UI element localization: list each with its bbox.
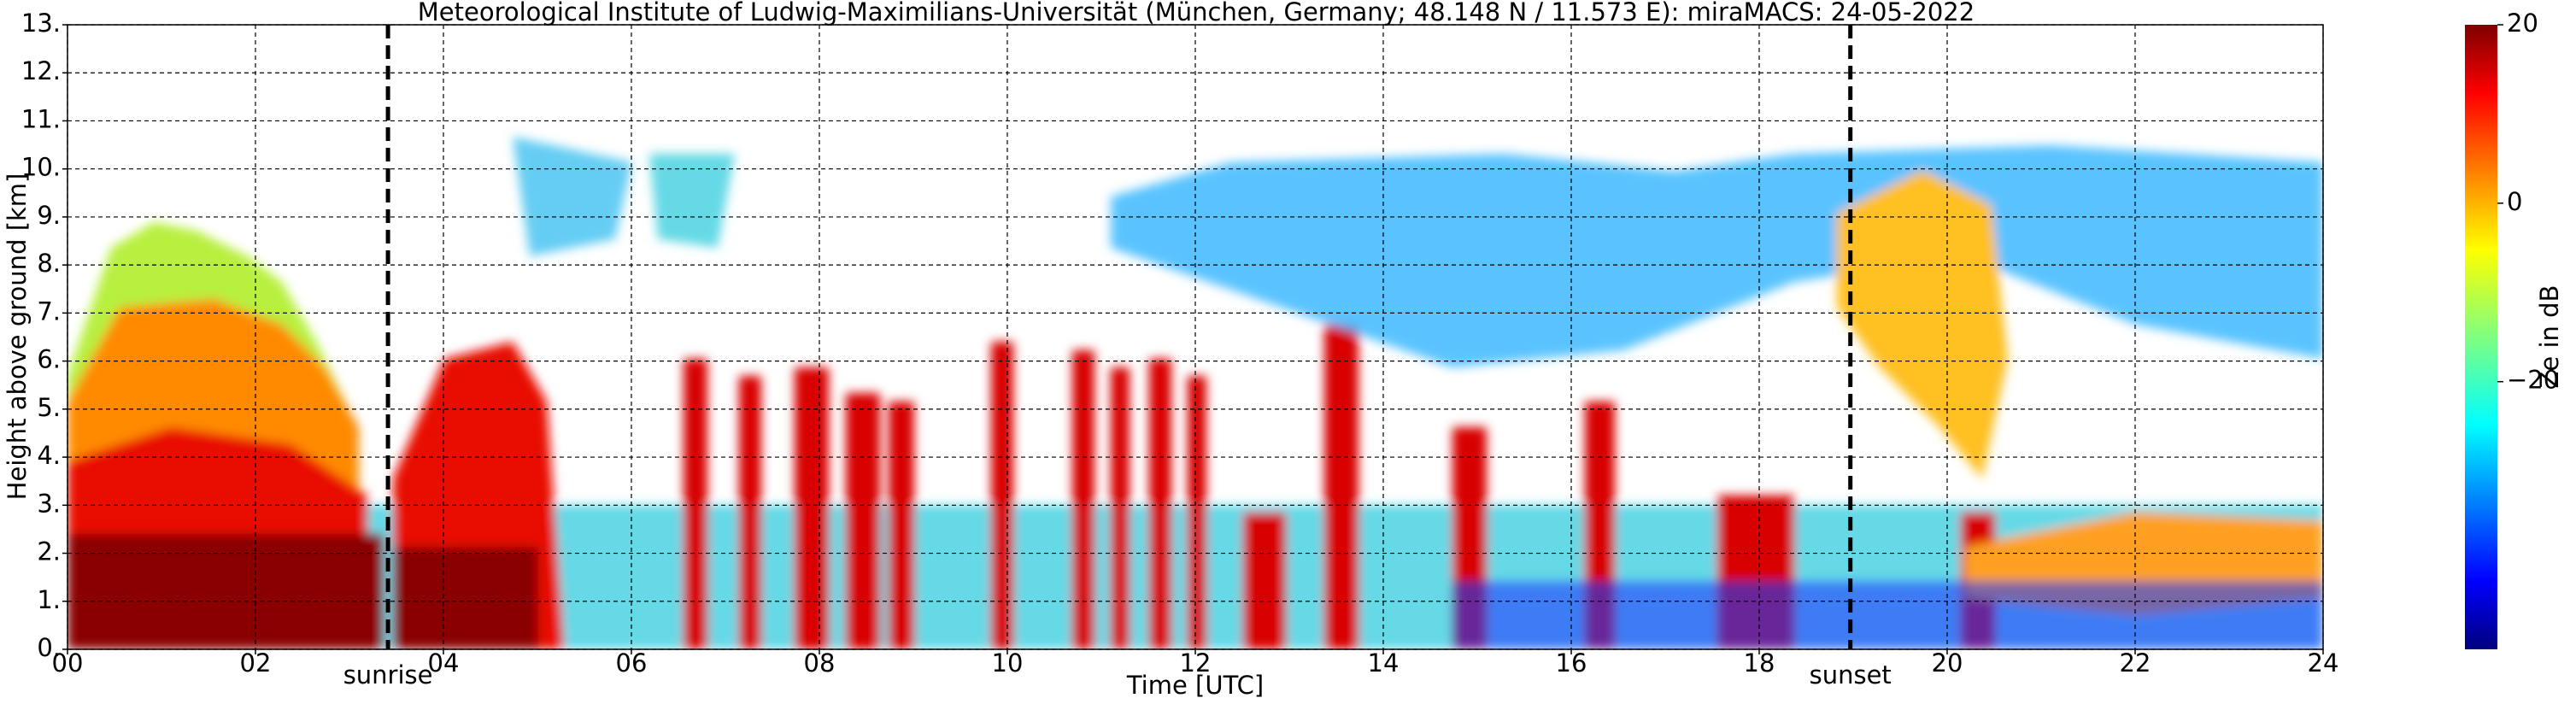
y-tick-label: 9. <box>37 201 61 230</box>
colorbar-tick-label: −20 <box>2507 366 2559 395</box>
reflectivity-field <box>67 137 2323 649</box>
y-tick-label: 4. <box>37 441 61 470</box>
annotation-label: sunrise <box>343 660 433 689</box>
echo-region <box>1452 581 2323 649</box>
y-tick-label: 13. <box>21 9 61 38</box>
y-tick-label: 2. <box>37 537 61 566</box>
colorbar <box>2465 25 2497 649</box>
echo-region <box>513 137 632 256</box>
chart-title: Meteorological Institute of Ludwig-Maxim… <box>418 0 1975 26</box>
y-tick-label: 3. <box>37 489 61 518</box>
echo-region <box>67 534 384 649</box>
y-tick-label: 12. <box>21 56 61 85</box>
y-tick-label: 8. <box>37 249 61 278</box>
echo-region <box>1111 145 2323 367</box>
x-axis-label: Time [UTC] <box>1126 671 1264 700</box>
convective-stripes <box>684 325 1995 649</box>
y-tick-label: 6. <box>37 345 61 374</box>
echo-region <box>649 154 735 248</box>
annotation-label: sunset <box>1810 660 1892 689</box>
echo-region <box>1837 171 2008 478</box>
colorbar-tick-label: 20 <box>2507 9 2538 38</box>
y-axis-label: Height above ground [km] <box>3 173 32 501</box>
y-tick-label: 5. <box>37 393 61 422</box>
echo-region <box>393 547 538 649</box>
y-tick-label: 7. <box>37 296 61 326</box>
colorbar-label: Ze in dB <box>2535 285 2564 389</box>
y-tick-label: 10. <box>21 153 61 182</box>
y-tick-label: 0. <box>37 633 61 662</box>
y-tick-label: 11. <box>21 104 61 133</box>
colorbar-tick-label: 0 <box>2507 187 2522 216</box>
y-tick-label: 1. <box>37 585 61 614</box>
